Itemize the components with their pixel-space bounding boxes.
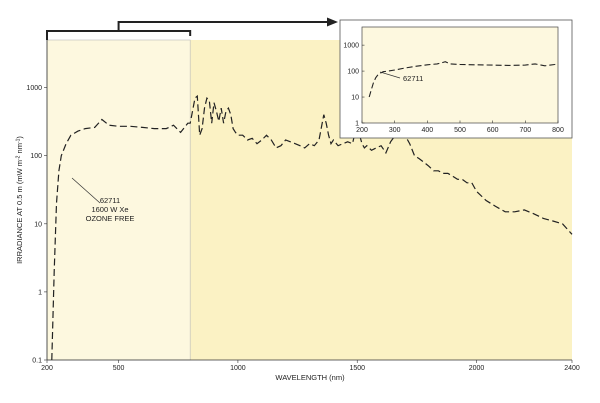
x-tick-label: 200 (41, 365, 53, 372)
inset-x-tick-label: 700 (519, 127, 531, 134)
inset-series-line (368, 61, 559, 98)
y-tick-label: 100 (30, 153, 42, 160)
inset-x-tick-label: 200 (356, 127, 368, 134)
irradiance-series-line (51, 94, 573, 361)
inset-x-tick-label: 400 (421, 127, 433, 134)
inset-annotation-leader (379, 71, 401, 79)
inset-y-tick-label: 1000 (343, 42, 359, 49)
y-tick-labels: 0.1 1 10 100 1000 (26, 85, 47, 365)
x-tick-label: 2400 (564, 365, 580, 372)
annotation-leader (71, 177, 101, 204)
x-tick-label: 500 (113, 365, 125, 372)
annotation-ozone-free: OZONE FREE (86, 214, 135, 223)
zoom-bracket (46, 17, 338, 40)
y-axis-title: IRRADIANCE AT 0.5 m (mW m-2 nm-1) (15, 136, 24, 264)
inset-plot: 1 10 100 1000 200 300 400 500 600 700 800 62711 (339, 19, 573, 139)
y-tick-label: 1 (38, 289, 42, 296)
x-tick-labels: 200 500 1000 1500 2000 2400 (41, 360, 580, 372)
x-axis-title: WAVELENGTH (nm) (275, 373, 345, 382)
x-tick-label: 1500 (349, 365, 365, 372)
inset-x-tick-label: 600 (487, 127, 499, 134)
x-tick-label: 1000 (230, 365, 246, 372)
inset-x-tick-label: 300 (389, 127, 401, 134)
inset-annotation-model: 62711 (403, 74, 423, 83)
annotation-model: 62711 (100, 196, 120, 205)
inset-plot-background (361, 26, 559, 124)
inset-x-tick-label: 800 (552, 127, 564, 134)
zoom-arrow-icon (327, 17, 338, 27)
inset-y-tick-label: 100 (347, 68, 359, 75)
zoom-bracket-line (46, 21, 328, 40)
annotation-lamp: 1600 W Xe (91, 205, 128, 214)
y-tick-label: 1000 (26, 85, 42, 92)
uv-visible-region (46, 39, 191, 361)
x-tick-label: 2000 (469, 365, 485, 372)
y-tick-label: 10 (34, 221, 42, 228)
inset-y-tick-label: 10 (351, 94, 359, 101)
inset-y-tick-label: 1 (355, 120, 359, 127)
inset-x-tick-labels: 200 300 400 500 600 700 800 (356, 120, 564, 134)
inset-y-tick-labels: 1 10 100 1000 (343, 42, 365, 127)
y-tick-label: 0.1 (32, 358, 42, 365)
inset-x-tick-label: 500 (454, 127, 466, 134)
